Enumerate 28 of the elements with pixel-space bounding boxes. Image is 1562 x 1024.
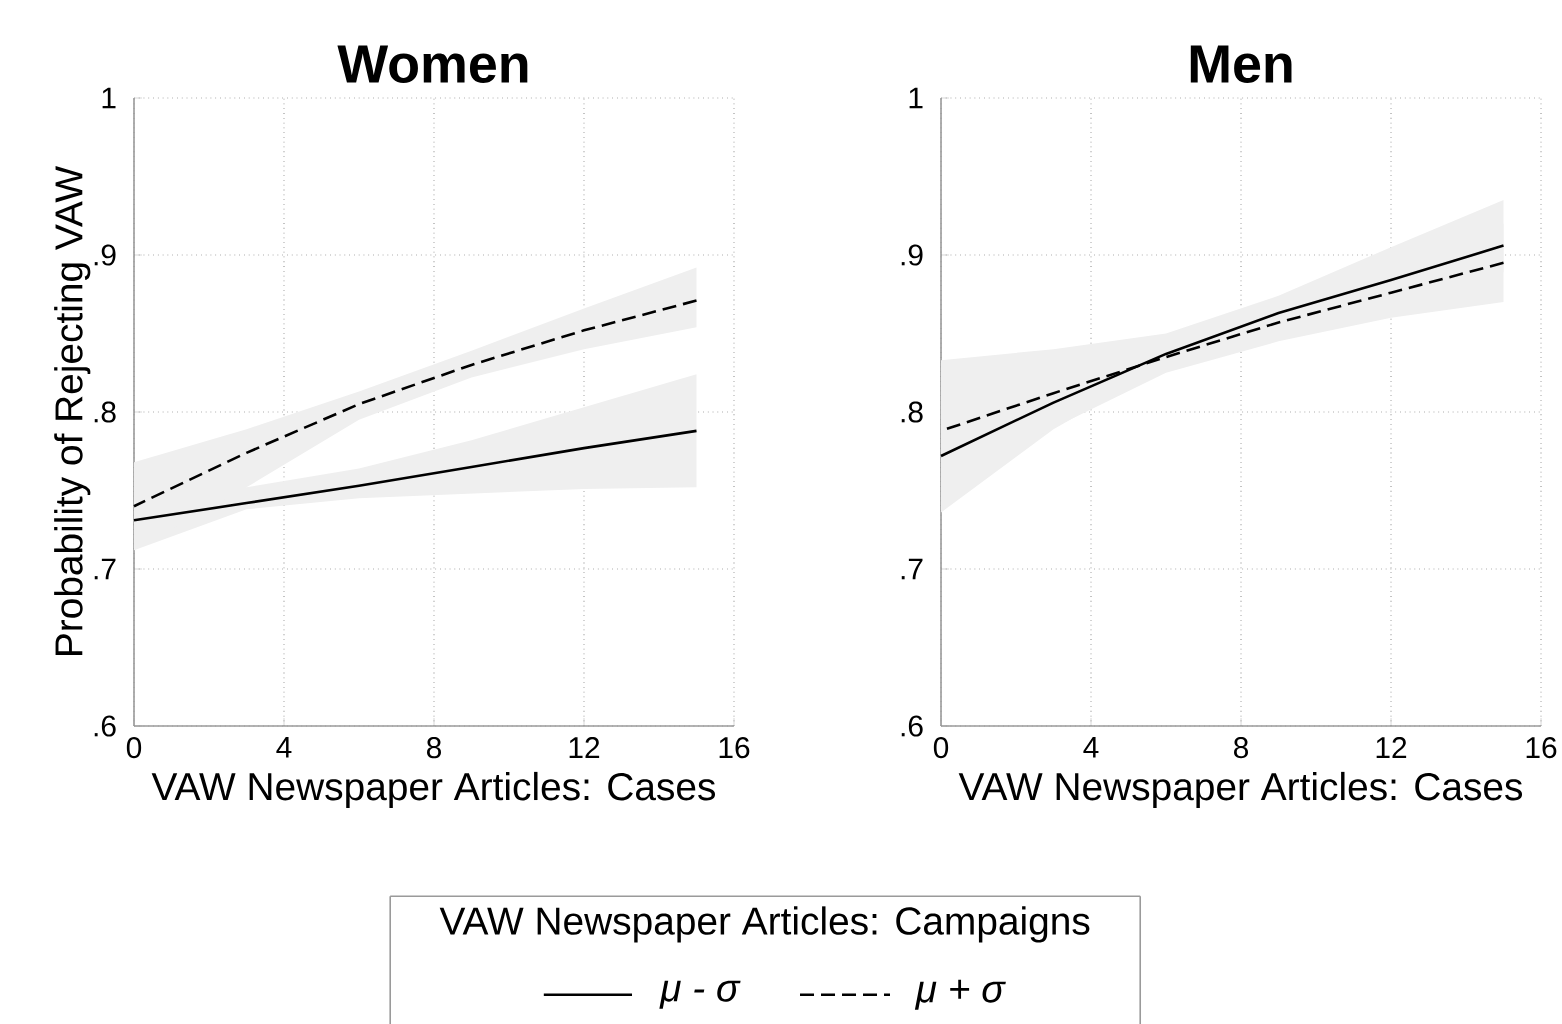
y-tick-label: 1 <box>909 87 923 109</box>
x-tick-label: 8 <box>1234 737 1249 759</box>
legend-title: VAW Newspaper Articles: Campaigns <box>439 906 1090 943</box>
chart-title: Women <box>337 45 528 84</box>
x-tick-label: 8 <box>427 737 441 759</box>
x-tick-label: 16 <box>1526 737 1557 759</box>
legend-label: μ - σ <box>659 980 741 1009</box>
y-tick-label: .9 <box>94 244 116 266</box>
y-axis-title: Probability of Rejecting VAW <box>54 166 91 655</box>
x-tick-label: 0 <box>933 737 949 759</box>
y-tick-label: .8 <box>94 401 116 423</box>
y-tick-label: .9 <box>901 244 923 266</box>
chart-title: Men <box>1190 45 1292 84</box>
x-axis-title: VAW Newspaper Articles: Cases <box>958 771 1523 809</box>
x-tick-label: 0 <box>126 737 142 759</box>
y-tick-label: .6 <box>94 715 116 737</box>
y-tick-label: .7 <box>901 558 923 580</box>
x-tick-label: 12 <box>569 737 600 758</box>
x-tick-label: 4 <box>1083 737 1099 758</box>
y-tick-label: .8 <box>901 401 923 423</box>
y-tick-label: 1 <box>102 87 116 109</box>
y-tick-label: .7 <box>94 558 116 580</box>
x-tick-label: 4 <box>276 737 292 758</box>
x-tick-label: 16 <box>719 737 750 759</box>
legend-label: μ + σ <box>914 979 1006 1010</box>
x-axis-title: VAW Newspaper Articles: Cases <box>151 771 716 809</box>
x-tick-label: 12 <box>1376 737 1407 758</box>
y-tick-label: .6 <box>901 715 923 737</box>
